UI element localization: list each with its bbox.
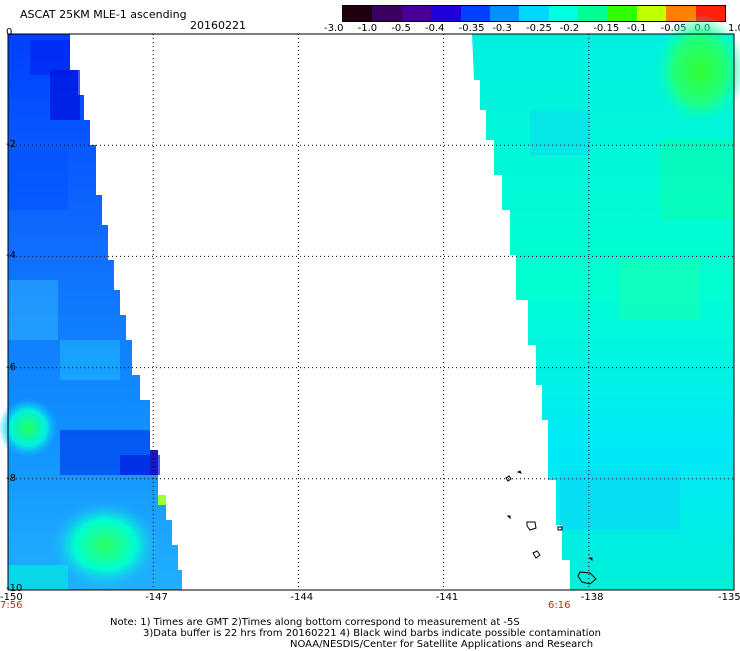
color-scale-swatch	[460, 6, 490, 21]
x-tick-label: -150	[0, 592, 23, 603]
grid-lines	[8, 34, 734, 590]
y-tick-label: -4	[6, 250, 16, 262]
pass-time-left: 7:56	[0, 600, 23, 611]
color-scale-swatch	[636, 6, 667, 21]
color-scale-swatch	[607, 6, 637, 21]
color-scale-label: -0.2	[559, 23, 580, 34]
y-tick-label: -8	[6, 472, 16, 484]
color-scale-label: -0.1	[627, 23, 647, 34]
color-scale-label: -0.35	[458, 23, 485, 34]
color-scale-label: -1.0	[357, 23, 378, 34]
y-tick-label: 0	[6, 27, 13, 38]
color-scale-label: 1.0	[728, 23, 740, 34]
color-scale-swatch	[372, 6, 402, 21]
color-scale-swatch	[343, 6, 373, 21]
color-scale-swatch	[548, 6, 579, 21]
footnote-line-1: Note: 1) Times are GMT 2)Times along bot…	[110, 617, 520, 628]
x-tick-label: -147	[145, 592, 168, 603]
color-scale-swatch	[489, 6, 520, 21]
x-tick-label: -141	[435, 592, 459, 603]
footnote-line-2: 3)Data buffer is 22 hrs from 20160221 4)…	[143, 628, 601, 639]
color-scale-label: -0.3	[492, 23, 512, 34]
left-swath	[0, 34, 182, 590]
island-outlines	[505, 470, 597, 585]
footnote-line-3: NOAA/NESDIS/Center for Satellite Applica…	[290, 639, 594, 650]
x-tick-label: -144	[290, 592, 314, 603]
product-title: ASCAT 25KM MLE-1 ascending	[20, 8, 187, 21]
x-tick-label: -135	[718, 592, 740, 603]
color-scale-label: -0.25	[526, 23, 552, 34]
color-scale-swatch	[401, 6, 432, 21]
color-scale-label: -3.0	[324, 23, 344, 34]
color-scale-swatch	[578, 6, 608, 21]
color-scale-swatch	[519, 6, 549, 21]
color-scale-label: -0.15	[593, 23, 620, 34]
product-date: 20160221	[190, 19, 246, 32]
map-frame	[7, 33, 735, 591]
y-tick-label: -10	[6, 583, 23, 594]
pass-time-right: 6:16	[548, 600, 571, 611]
color-scale-swatch	[431, 6, 461, 21]
x-tick-label: -138	[580, 592, 604, 603]
color-scale-label: -0.5	[391, 23, 411, 34]
color-scale-label: -0.4	[425, 23, 445, 34]
y-tick-label: -6	[6, 361, 16, 373]
y-tick-label: -2	[6, 139, 16, 151]
right-swath	[472, 15, 740, 590]
